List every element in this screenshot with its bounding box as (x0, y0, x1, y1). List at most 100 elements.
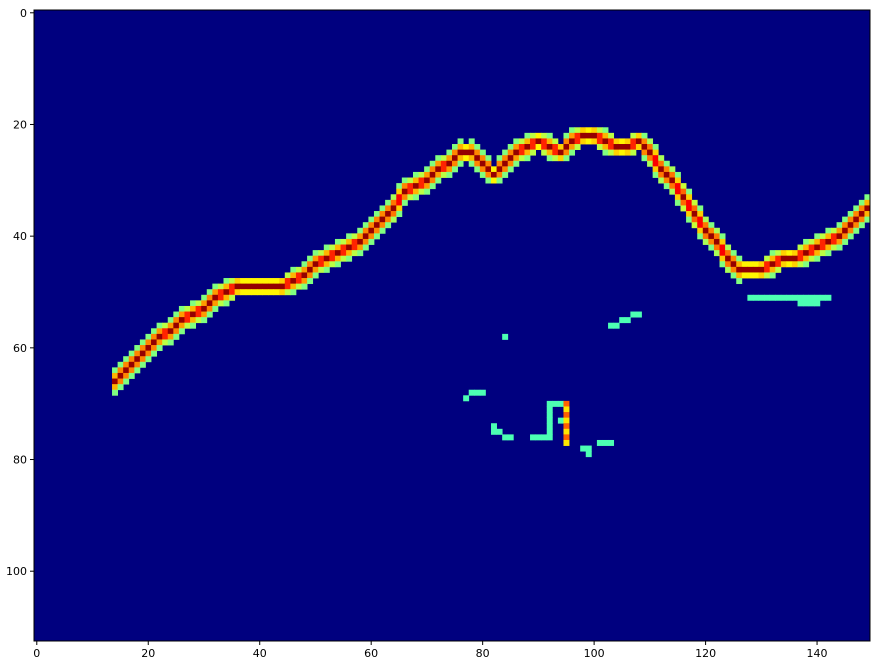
y-tick-label: 60 (13, 342, 27, 355)
heatmap-cell (452, 155, 458, 162)
heatmap-cell (251, 289, 258, 296)
heatmap-cell (151, 333, 158, 340)
heatmap-cell (797, 300, 804, 307)
heatmap-cell (747, 261, 754, 268)
x-tick-label: 60 (364, 647, 378, 660)
heatmap-cell (162, 333, 169, 340)
heatmap-cell (775, 266, 782, 273)
heatmap-cell (479, 155, 486, 162)
heatmap-cell (290, 266, 297, 273)
heatmap-cell (412, 183, 419, 190)
heatmap-cell (457, 144, 464, 150)
heatmap-cell (541, 138, 548, 145)
heatmap-cell (256, 289, 263, 296)
heatmap-cell (407, 194, 414, 201)
heatmap-cell (474, 149, 481, 156)
heatmap-cell (574, 138, 581, 145)
heatmap-cell (507, 434, 514, 441)
heatmap-cell (658, 171, 665, 178)
heatmap-cell (524, 144, 531, 150)
heatmap-cell (229, 278, 236, 285)
heatmap-cell (596, 132, 603, 139)
heatmap-cell (112, 389, 118, 396)
heatmap-cell (591, 127, 598, 134)
heatmap-cell (680, 205, 687, 212)
heatmap-cell (619, 138, 626, 145)
heatmap-cell (145, 345, 152, 352)
heatmap-cell (373, 222, 380, 229)
y-tick-label: 100 (6, 565, 27, 578)
heatmap-cell (502, 171, 509, 178)
heatmap-cell (262, 283, 269, 290)
heatmap-cell (702, 222, 709, 229)
heatmap-cell (825, 250, 832, 257)
heatmap-cell (836, 222, 843, 229)
heatmap-cell (585, 132, 592, 139)
heatmap-cell (178, 317, 185, 324)
y-axis: 0 20 40 60 80 100 (6, 7, 34, 578)
heatmap-cell (368, 238, 375, 245)
heatmap-cell (195, 311, 202, 318)
heatmap-cell (184, 322, 191, 329)
heatmap-cell (658, 160, 665, 167)
heatmap-cell (546, 400, 553, 407)
heatmap-cell (563, 434, 570, 441)
heatmap-cell (173, 333, 180, 340)
heatmap-cell (407, 188, 414, 195)
heatmap-cell (775, 250, 782, 257)
heatmap-cell (769, 266, 776, 273)
heatmap-cell (502, 434, 509, 441)
heatmap-cell (117, 372, 124, 379)
heatmap-cell (201, 300, 208, 307)
heatmap-cell (786, 250, 793, 257)
heatmap-cell (145, 356, 152, 363)
heatmap-cell (853, 216, 860, 223)
y-tick-label: 40 (13, 230, 27, 243)
heatmap-cell (546, 434, 553, 441)
heatmap-cell (396, 188, 403, 195)
heatmap-cell (262, 289, 269, 296)
heatmap-cell (641, 144, 648, 150)
heatmap-cell (468, 138, 475, 145)
heatmap-cell (853, 222, 860, 229)
heatmap-cell (206, 305, 213, 312)
heatmap-cell (156, 345, 163, 352)
heatmap-cell (513, 149, 520, 156)
heatmap-cell (273, 283, 280, 290)
heatmap-cell (691, 222, 698, 229)
heatmap-cell (452, 149, 458, 156)
heatmap-cell (128, 372, 135, 379)
heatmap-cell (630, 149, 637, 156)
heatmap-cell (323, 250, 330, 257)
heatmap-cell (368, 216, 375, 223)
heatmap-cell (329, 244, 336, 251)
heatmap-cell (145, 350, 152, 357)
heatmap-cell (546, 412, 553, 419)
heatmap-cell (552, 138, 559, 145)
heatmap-cell (396, 199, 403, 206)
heatmap-cell (697, 233, 704, 240)
heatmap-cell (797, 261, 804, 268)
heatmap-cell (613, 149, 620, 156)
heatmap-cell (379, 211, 386, 218)
heatmap-cell (608, 144, 615, 150)
heatmap-cell (858, 216, 865, 223)
heatmap-cell (819, 233, 826, 240)
heatmap-cell (546, 417, 553, 424)
heatmap-cell (463, 144, 470, 150)
heatmap-cell (546, 144, 553, 150)
heatmap-cell (557, 400, 564, 407)
heatmap-cell (201, 305, 208, 312)
heatmap-cell (290, 289, 297, 296)
heatmap-cell (853, 227, 860, 234)
heatmap-cell (368, 233, 375, 240)
heatmap-cell (128, 350, 135, 357)
x-tick-label: 0 (33, 647, 40, 660)
heatmap-cell (858, 199, 865, 206)
heatmap-cell (307, 255, 314, 262)
heatmap-cell (613, 322, 620, 329)
heatmap-cell (585, 138, 592, 145)
heatmap-cell (190, 322, 197, 329)
heatmap-cell (357, 244, 364, 251)
heatmap-cell (268, 289, 275, 296)
